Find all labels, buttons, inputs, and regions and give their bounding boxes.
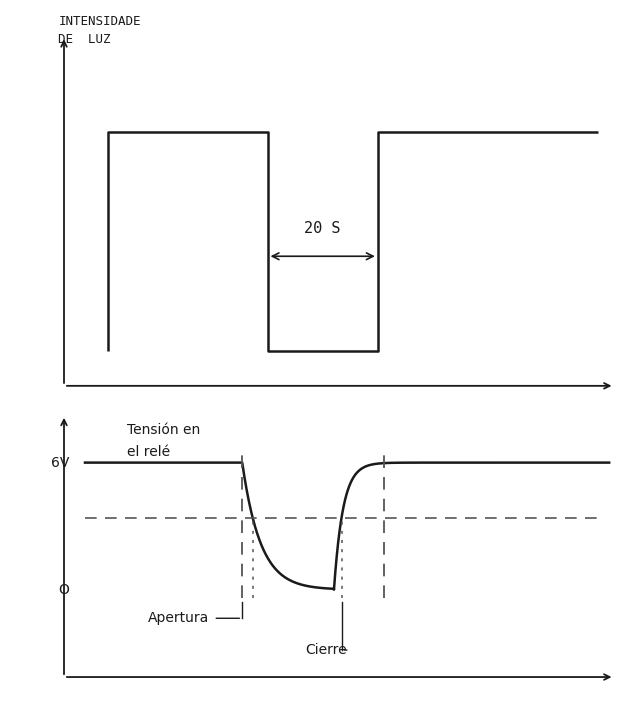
Text: O: O (58, 582, 69, 597)
Text: 6V: 6V (51, 456, 69, 470)
Text: el relé: el relé (127, 445, 170, 459)
Text: Apertura: Apertura (148, 612, 209, 625)
Text: Cierre: Cierre (305, 643, 347, 657)
Text: 20 S: 20 S (305, 221, 341, 236)
Text: Tensión en: Tensión en (127, 423, 200, 437)
Text: INTENSIDADE
DE  LUZ: INTENSIDADE DE LUZ (58, 15, 141, 47)
